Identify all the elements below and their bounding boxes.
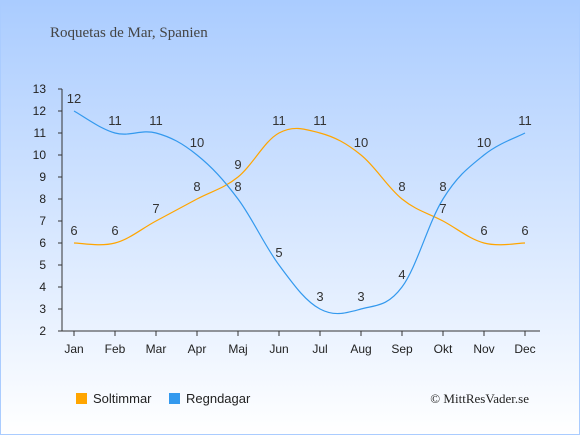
x-tick-label: Mar	[146, 342, 167, 356]
data-label: 6	[521, 223, 528, 238]
credit-text: © MittResVader.se	[430, 391, 529, 406]
x-tick-label: Okt	[434, 342, 453, 356]
x-tick-label: Dec	[514, 342, 535, 356]
data-label: 11	[518, 113, 532, 128]
data-label: 7	[439, 201, 446, 216]
x-tick-label: Jun	[269, 342, 288, 356]
x-tick-label: Maj	[228, 342, 247, 356]
data-label: 5	[275, 245, 282, 260]
data-label: 8	[234, 179, 241, 194]
data-label: 6	[480, 223, 487, 238]
legend-label-0: Soltimmar	[93, 391, 152, 406]
y-tick-label: 11	[34, 126, 47, 140]
data-label: 10	[354, 135, 368, 150]
data-label: 3	[316, 289, 323, 304]
y-tick-label: 9	[39, 170, 46, 184]
x-tick-label: Aug	[350, 342, 371, 356]
legend: Soltimmar Regndagar	[76, 391, 251, 406]
data-label: 9	[234, 157, 241, 172]
data-label: 6	[111, 223, 118, 238]
y-tick-label: 8	[39, 192, 46, 206]
y-tick-label: 2	[39, 324, 46, 338]
data-label: 11	[108, 113, 122, 128]
y-tick-label: 6	[39, 236, 46, 250]
data-label: 8	[439, 179, 446, 194]
x-tick-label: Nov	[473, 342, 494, 356]
data-label: 12	[67, 91, 81, 106]
data-label: 6	[70, 223, 77, 238]
x-tick-label: Jul	[312, 342, 327, 356]
data-label: 8	[398, 179, 405, 194]
data-label: 7	[152, 201, 159, 216]
legend-swatch-1	[169, 393, 180, 404]
data-label: 11	[272, 113, 286, 128]
y-tick-label: 5	[39, 258, 46, 272]
data-label: 11	[149, 113, 163, 128]
legend-swatch-0	[76, 393, 87, 404]
chart-title: Roquetas de Mar, Spanien	[50, 25, 208, 41]
x-tick-label: Apr	[188, 342, 207, 356]
y-tick-label: 4	[39, 280, 46, 294]
y-tick-label: 10	[33, 148, 47, 162]
data-label: 3	[357, 289, 364, 304]
x-tick-label: Feb	[105, 342, 126, 356]
x-tick-label: Sep	[391, 342, 413, 356]
x-tick-label: Jan	[64, 342, 83, 356]
series-lines	[73, 110, 526, 315]
data-label: 8	[193, 179, 200, 194]
legend-label-1: Regndagar	[186, 391, 251, 406]
series-line-0	[73, 127, 526, 246]
data-label: 11	[313, 113, 327, 128]
y-tick-label: 3	[39, 302, 46, 316]
y-tick-label: 7	[39, 214, 46, 228]
data-label: 10	[190, 135, 204, 150]
y-tick-label: 13	[33, 82, 47, 96]
series-line-1	[73, 110, 526, 315]
data-labels: 6 6 7 8 9 11 11 10 8 7 6 6 12 11 11 10 8 5 3 3 4 8 10 11	[67, 91, 532, 304]
data-label: 4	[398, 267, 405, 282]
axes: 2 3 4 5 6 7 8 9 10 11 12 13 Jan Feb Mar Apr Maj Jun Jul Aug…	[33, 82, 540, 356]
y-tick-label: 12	[33, 104, 47, 118]
data-label: 10	[477, 135, 491, 150]
